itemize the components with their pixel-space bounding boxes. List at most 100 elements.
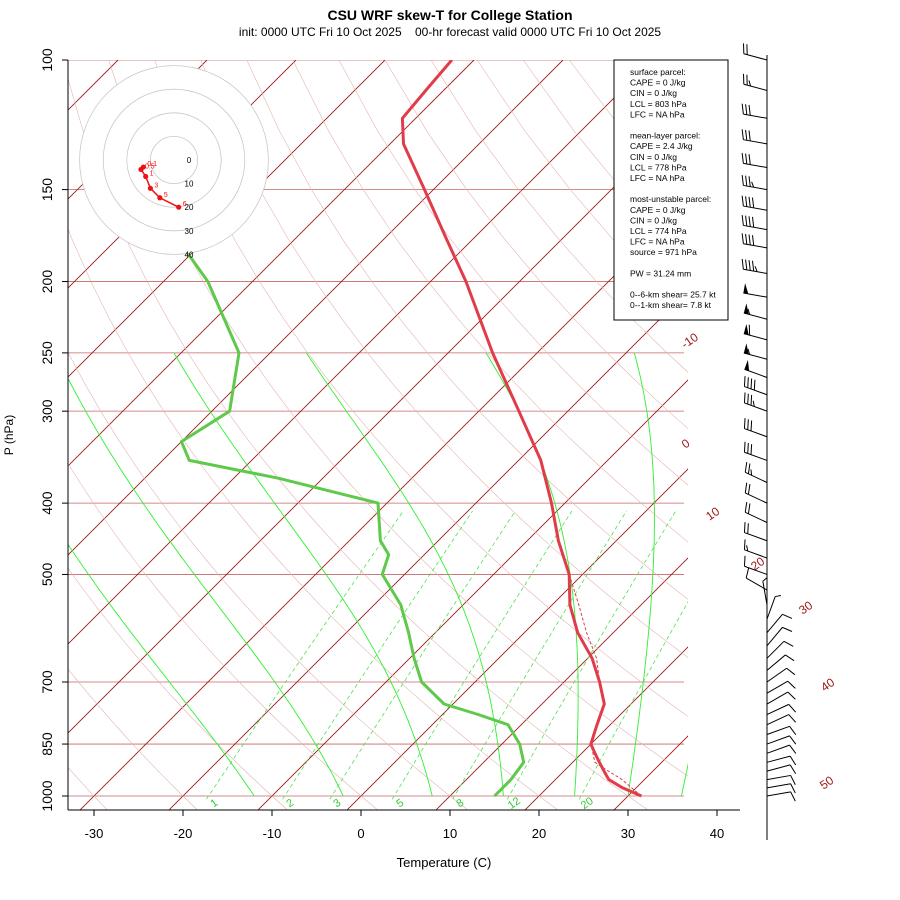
wind-barb — [743, 73, 768, 91]
hodograph-ring — [79, 65, 269, 255]
wind-barb-flag — [745, 196, 748, 207]
hodograph-point — [138, 166, 144, 173]
wind-barb — [766, 640, 794, 659]
y-tick-label: 700 — [39, 670, 55, 694]
wind-barb-flag — [744, 501, 748, 513]
y-axis-title: P (hPa) — [2, 415, 16, 455]
wind-barb — [762, 577, 768, 605]
y-tick-label: 1000 — [39, 780, 55, 811]
wind-barb — [766, 725, 797, 735]
legend-line: LCL = 774 hPa — [630, 226, 687, 236]
moist-adiabat — [485, 352, 579, 797]
wind-barb-flag — [751, 181, 755, 188]
wind-barb-flag — [745, 259, 748, 270]
mixing-ratio-line — [506, 510, 677, 800]
wind-barb — [766, 774, 796, 785]
wind-barb-flag — [748, 130, 751, 141]
wind-barb-flag — [747, 393, 749, 405]
wind-barb-shaft — [766, 614, 783, 634]
wind-barb-flag — [751, 216, 755, 228]
wind-barb-flag — [744, 482, 748, 494]
wind-barb-flag — [789, 735, 797, 745]
x-tick-label: 0 — [357, 826, 364, 841]
wind-barb-flag — [748, 104, 751, 116]
wind-barb — [766, 667, 796, 683]
y-tick-label: 400 — [39, 491, 55, 515]
hodograph-ring — [126, 112, 222, 208]
wind-barb-flag — [790, 791, 796, 802]
wind-barb-shaft — [766, 596, 776, 620]
wind-barb-flag — [790, 775, 796, 785]
wind-barb-shaft — [766, 725, 790, 735]
wind-barb-flag — [789, 755, 797, 766]
hodograph-ring — [149, 135, 198, 184]
wind-barb-pennant — [743, 343, 749, 355]
mixing-ratio-line — [206, 510, 404, 800]
wind-barb — [766, 626, 793, 647]
hodograph-point — [176, 204, 182, 210]
wind-barb-flag — [751, 260, 755, 272]
wind-barb-shaft — [766, 791, 791, 797]
wind-barb-shaft — [766, 680, 789, 694]
wind-barb-shaft — [762, 581, 768, 605]
hodograph-ring-label: 30 — [185, 227, 194, 236]
wind-barb-flag — [748, 80, 752, 87]
parcel-path — [551, 503, 642, 797]
isotherm-line — [68, 60, 475, 467]
wind-barb-flag — [747, 503, 751, 514]
wind-barb-flag — [790, 783, 796, 794]
wind-barb-flag — [743, 376, 746, 387]
wind-barb-flag — [747, 463, 751, 474]
wind-barb-flag — [788, 704, 797, 713]
page-title: CSU WRF skew-T for College Station — [327, 7, 573, 23]
wind-barb-flag — [752, 400, 755, 407]
wind-barb-flag — [748, 216, 751, 227]
wind-barb-shaft — [743, 139, 768, 145]
wind-barb-shaft — [743, 224, 768, 231]
wind-barb-shaft — [766, 774, 791, 781]
y-tick-label: 200 — [39, 270, 55, 294]
moist-adiabat — [305, 352, 504, 797]
wind-barb-flag — [762, 577, 768, 582]
hodograph-ring-label: 40 — [185, 250, 194, 259]
mixing-ratio-label: 12 — [506, 795, 523, 812]
wind-barb-shaft — [766, 627, 783, 647]
hodograph-ring — [102, 88, 246, 232]
wind-barb-flag — [745, 153, 748, 165]
wind-barb-flag — [745, 215, 748, 227]
temperature-line — [400, 60, 642, 798]
y-tick-label: 100 — [39, 48, 55, 72]
isotherm-label: 0 — [679, 436, 693, 451]
isotherm-line — [68, 60, 653, 645]
wind-barb-flag — [748, 154, 751, 165]
wind-barb — [766, 594, 782, 620]
isotherm-label: -10 — [679, 330, 702, 352]
wind-barb-flag — [789, 764, 797, 775]
x-tick-label: -10 — [263, 826, 282, 841]
wind-barb-shaft — [743, 162, 768, 169]
isotherm-label: 40 — [818, 675, 837, 694]
legend-line: 0--1-km shear= 7.8 kt — [630, 300, 712, 310]
wind-barb-flag — [743, 392, 746, 403]
isotherm-line — [168, 290, 688, 810]
wind-barb-flag — [787, 691, 796, 700]
wind-barb-flag — [750, 394, 753, 406]
legend-line: CAPE = 0 J/kg — [630, 78, 686, 88]
legend-box — [613, 59, 729, 321]
mixing-ratio-label: 2 — [284, 797, 296, 810]
legend-line: LFC = NA hPa — [630, 237, 685, 247]
wind-barb — [741, 215, 768, 231]
wind-barb-shaft — [743, 184, 768, 191]
hodograph-point-label: 1 — [150, 171, 154, 178]
x-axis-title: Temperature (C) — [397, 855, 492, 870]
isotherm-line — [524, 646, 688, 810]
wind-barb-flag — [747, 377, 749, 388]
wind-barb-flag — [750, 378, 753, 389]
wind-barb-shaft — [766, 755, 791, 763]
mixing-ratio-line — [391, 510, 573, 800]
wind-barb — [766, 714, 797, 726]
mixing-ratio-line — [282, 510, 473, 800]
wind-barb-flag — [782, 626, 793, 632]
wind-barb-flag — [751, 197, 755, 208]
wind-barb — [741, 175, 768, 191]
